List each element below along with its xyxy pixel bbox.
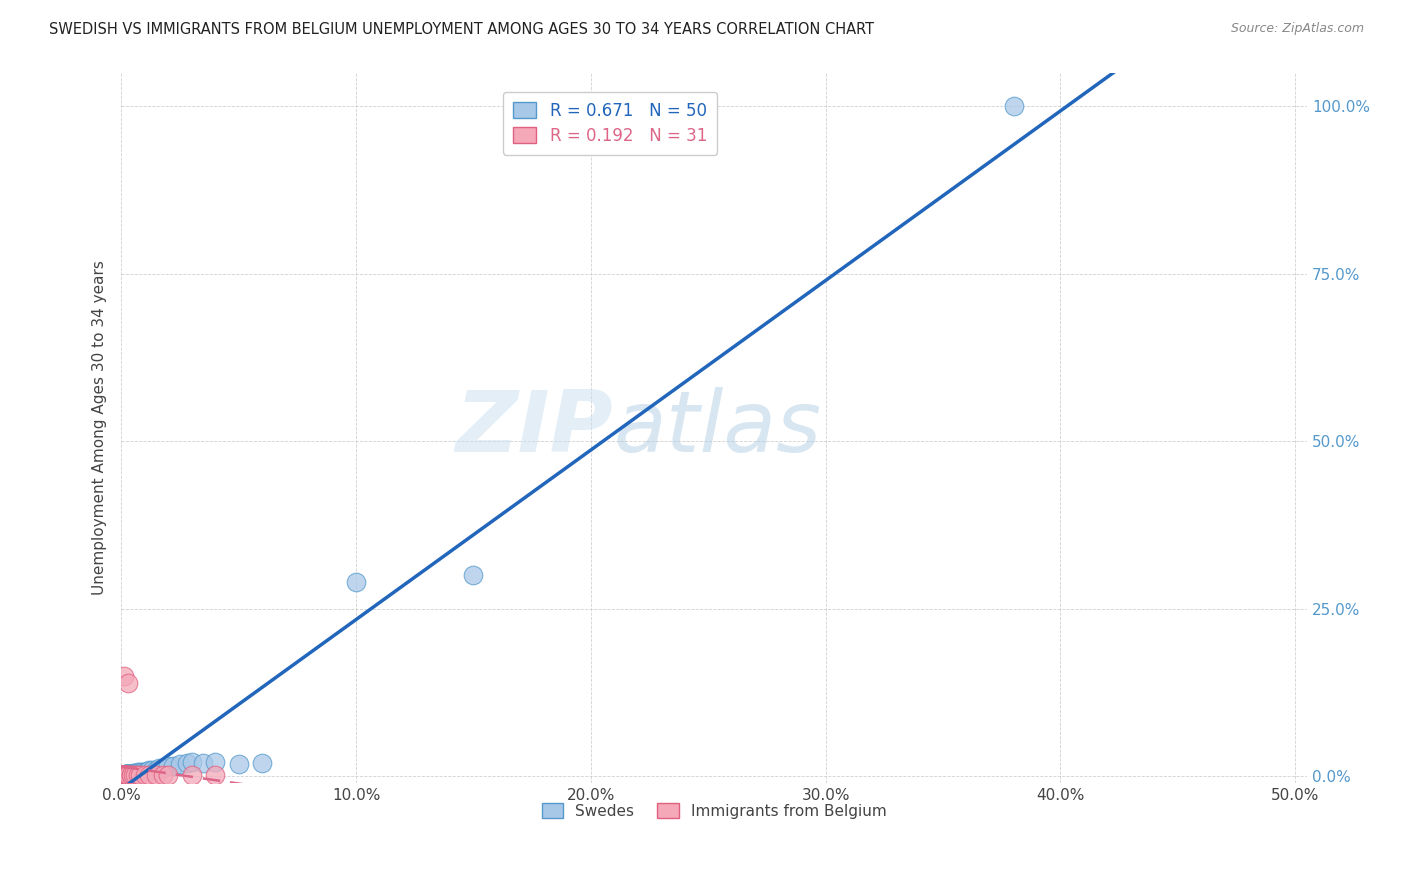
- Point: [145, 768, 167, 782]
- Text: SWEDISH VS IMMIGRANTS FROM BELGIUM UNEMPLOYMENT AMONG AGES 30 TO 34 YEARS CORREL: SWEDISH VS IMMIGRANTS FROM BELGIUM UNEMP…: [49, 22, 875, 37]
- Point: [115, 767, 138, 781]
- Point: [115, 767, 138, 781]
- Point: [115, 767, 138, 781]
- Point: [117, 767, 139, 781]
- Point: [117, 767, 139, 781]
- Point: [114, 768, 136, 782]
- Point: [111, 768, 134, 782]
- Point: [176, 756, 198, 770]
- Point: [114, 767, 136, 781]
- Y-axis label: Unemployment Among Ages 30 to 34 years: Unemployment Among Ages 30 to 34 years: [93, 260, 107, 596]
- Point: [138, 768, 160, 782]
- Point: [115, 768, 138, 782]
- Point: [112, 669, 135, 683]
- Point: [127, 768, 149, 782]
- Point: [134, 768, 156, 782]
- Point: [124, 768, 146, 782]
- Point: [112, 768, 135, 782]
- Point: [112, 768, 135, 782]
- Point: [120, 766, 142, 780]
- Point: [120, 768, 142, 782]
- Point: [115, 767, 138, 781]
- Point: [115, 768, 138, 782]
- Point: [250, 756, 273, 770]
- Point: [1002, 99, 1025, 113]
- Point: [145, 763, 167, 777]
- Point: [157, 759, 180, 773]
- Legend: Swedes, Immigrants from Belgium: Swedes, Immigrants from Belgium: [536, 797, 893, 825]
- Point: [115, 768, 138, 782]
- Point: [122, 766, 145, 780]
- Point: [112, 768, 135, 782]
- Point: [112, 768, 135, 782]
- Text: Source: ZipAtlas.com: Source: ZipAtlas.com: [1230, 22, 1364, 36]
- Point: [122, 768, 145, 782]
- Point: [127, 766, 149, 780]
- Point: [134, 764, 156, 779]
- Point: [228, 757, 250, 772]
- Point: [115, 768, 138, 782]
- Point: [157, 768, 180, 782]
- Point: [124, 766, 146, 780]
- Point: [129, 765, 152, 780]
- Text: ZIP: ZIP: [456, 386, 613, 469]
- Point: [344, 575, 367, 590]
- Point: [112, 768, 135, 782]
- Point: [148, 761, 170, 775]
- Point: [152, 761, 174, 775]
- Point: [193, 756, 215, 770]
- Point: [111, 768, 134, 782]
- Point: [114, 768, 136, 782]
- Point: [122, 766, 145, 780]
- Point: [111, 768, 134, 782]
- Text: atlas: atlas: [613, 386, 821, 469]
- Point: [463, 568, 485, 582]
- Point: [111, 768, 134, 782]
- Point: [129, 768, 152, 782]
- Point: [111, 768, 134, 782]
- Point: [115, 768, 138, 782]
- Point: [131, 764, 153, 779]
- Point: [138, 764, 160, 778]
- Point: [112, 768, 135, 782]
- Point: [120, 767, 142, 781]
- Point: [117, 767, 139, 781]
- Point: [117, 766, 139, 780]
- Point: [111, 768, 134, 782]
- Point: [122, 766, 145, 780]
- Point: [127, 765, 149, 780]
- Point: [117, 675, 139, 690]
- Point: [112, 768, 135, 782]
- Point: [117, 767, 139, 781]
- Point: [112, 768, 135, 782]
- Point: [136, 764, 159, 778]
- Point: [180, 768, 202, 782]
- Point: [114, 768, 136, 782]
- Point: [120, 766, 142, 780]
- Point: [180, 755, 202, 769]
- Point: [117, 768, 139, 782]
- Point: [152, 768, 174, 782]
- Point: [204, 755, 226, 769]
- Point: [112, 768, 135, 782]
- Point: [114, 768, 136, 782]
- Point: [141, 764, 163, 778]
- Point: [204, 768, 226, 782]
- Point: [120, 768, 142, 782]
- Point: [169, 757, 191, 772]
- Point: [124, 766, 146, 780]
- Point: [162, 759, 184, 773]
